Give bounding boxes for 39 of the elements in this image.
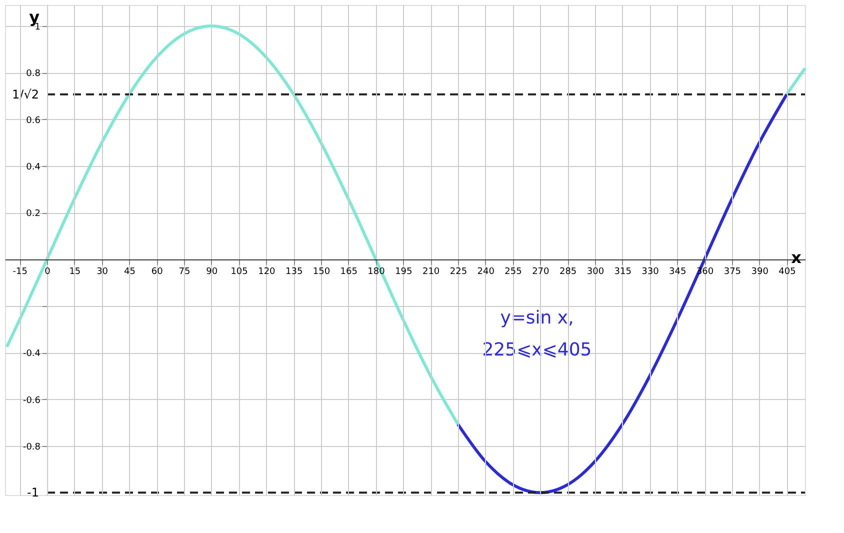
x-tick-label: 375 — [724, 266, 742, 277]
x-tick-label: 195 — [395, 266, 412, 277]
x-tick-label: 285 — [559, 266, 577, 277]
x-tick-label: 30 — [96, 266, 108, 277]
ref-line-label: -1 — [27, 486, 40, 500]
x-tick-label: 225 — [450, 266, 468, 277]
x-tick-label: 300 — [586, 266, 604, 277]
y-tick-label: 0.8 — [26, 69, 41, 80]
x-tick-label: 390 — [751, 266, 769, 277]
annotation: 225⩽x⩽405 — [482, 340, 592, 361]
x-tick-label: 150 — [312, 266, 330, 277]
x-tick-label: 135 — [285, 266, 303, 277]
x-tick-label: 255 — [504, 266, 522, 277]
x-tick-label: 15 — [69, 266, 81, 277]
x-tick-label: 270 — [532, 266, 550, 277]
annotation: y=sin x, — [500, 308, 574, 329]
x-tick-label: 405 — [778, 266, 796, 277]
y-tick-label: 0.4 — [26, 162, 41, 172]
y-tick-label: -0.4 — [22, 349, 41, 360]
x-tick-label: 105 — [230, 266, 248, 277]
x-tick-label: 75 — [178, 266, 190, 277]
x-tick-label: 330 — [642, 266, 660, 277]
x-tick-label: 45 — [124, 266, 136, 277]
x-tick-label: 60 — [151, 266, 164, 277]
x-tick-label: 345 — [669, 266, 686, 277]
x-tick-label: 90 — [206, 266, 218, 277]
ref-line-label: 1/√2 — [12, 87, 40, 102]
x-tick-label: 120 — [258, 266, 276, 277]
x-tick-label: 180 — [368, 266, 386, 277]
x-tick-label: 240 — [477, 266, 495, 277]
y-tick-label: -0.8 — [22, 442, 41, 452]
x-tick-label: 210 — [422, 266, 440, 277]
y-tick-label: 0.2 — [26, 209, 41, 220]
x-tick-label: -15 — [12, 266, 28, 277]
x-tick-label: 315 — [614, 266, 632, 277]
x-tick-label: 0 — [44, 266, 51, 277]
y-tick-label: 0.6 — [26, 116, 41, 126]
y-tick-label: -0.6 — [22, 396, 41, 406]
x-tick-label: 165 — [340, 266, 358, 277]
